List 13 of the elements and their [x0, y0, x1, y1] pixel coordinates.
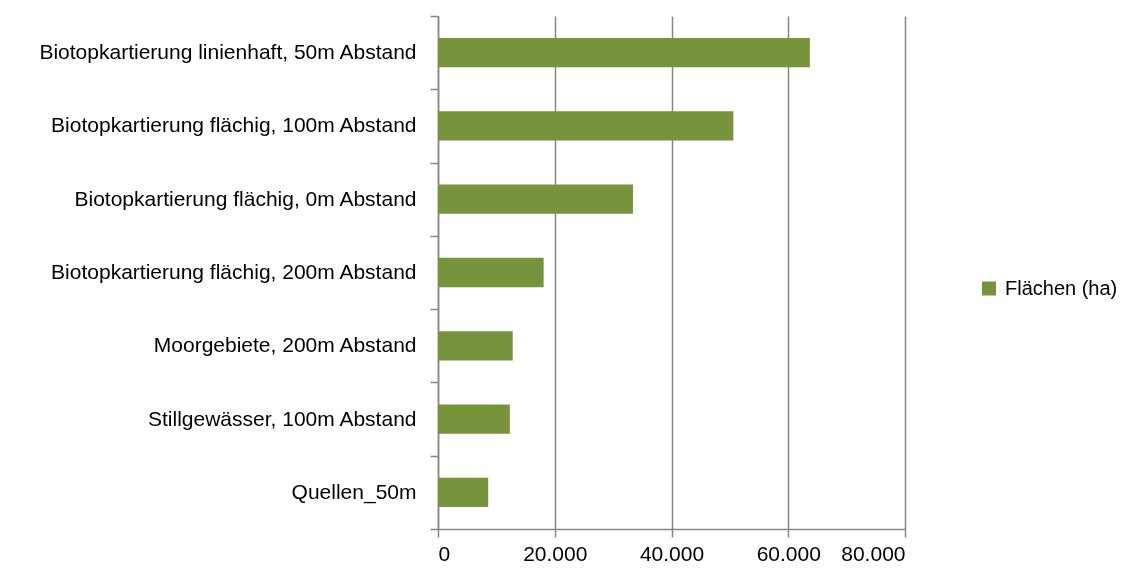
y-tick-label: Biotopkartierung flächig, 0m Abstand: [74, 186, 417, 210]
y-tick-label: Biotopkartierung flächig, 200m Abstand: [51, 260, 417, 283]
x-tick-label: 40.000: [639, 541, 705, 565]
x-tick-label: 60.000: [756, 541, 821, 565]
x-tick-label: 0: [438, 541, 451, 565]
y-tick-label: Biotopkartierung linienhaft, 50m Abstand: [39, 40, 417, 64]
x-tick-label: 80.000: [841, 541, 906, 565]
y-tick-label: Biotopkartierung flächig, 100m Abstand: [51, 113, 417, 137]
y-tick-label: Stillgewässer, 100m Abstand: [148, 406, 417, 430]
legend-label: Flächen (ha): [1005, 276, 1118, 299]
y-tick-label: Moorgebiete, 200m Abstand: [153, 333, 417, 357]
y-tick-label: Quellen_50m: [291, 479, 417, 504]
x-tick-label: 20.000: [523, 541, 588, 565]
